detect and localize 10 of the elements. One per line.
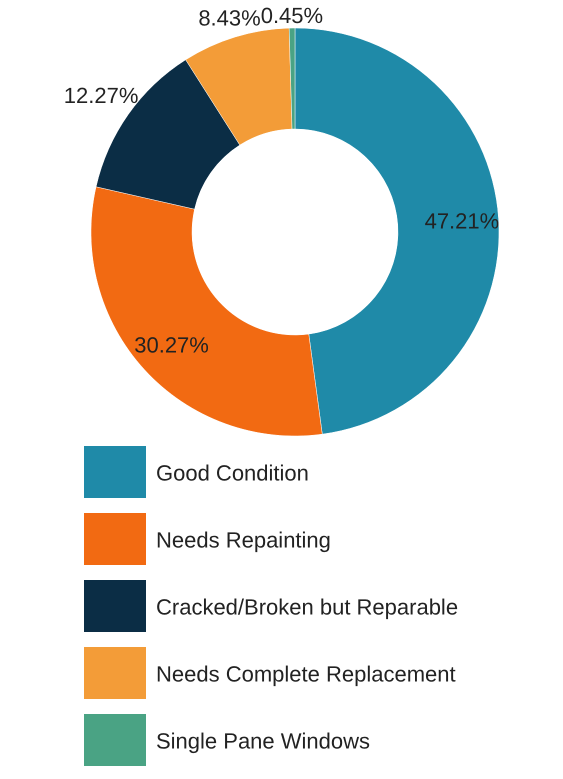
data-label: 0.45%: [260, 3, 324, 28]
data-label: 8.43%: [198, 6, 261, 31]
data-label: 47.21%: [424, 208, 500, 234]
legend-label: Single Pane Windows: [156, 728, 370, 754]
legend-label: Needs Complete Replacement: [156, 662, 456, 686]
data-label: 30.27%: [134, 332, 209, 358]
legend-label: Needs Repainting: [156, 528, 331, 552]
data-label: 12.27%: [64, 82, 138, 108]
legend-label: Good Condition: [156, 460, 309, 486]
legend-label: Cracked/Broken but Reparable: [156, 594, 458, 620]
